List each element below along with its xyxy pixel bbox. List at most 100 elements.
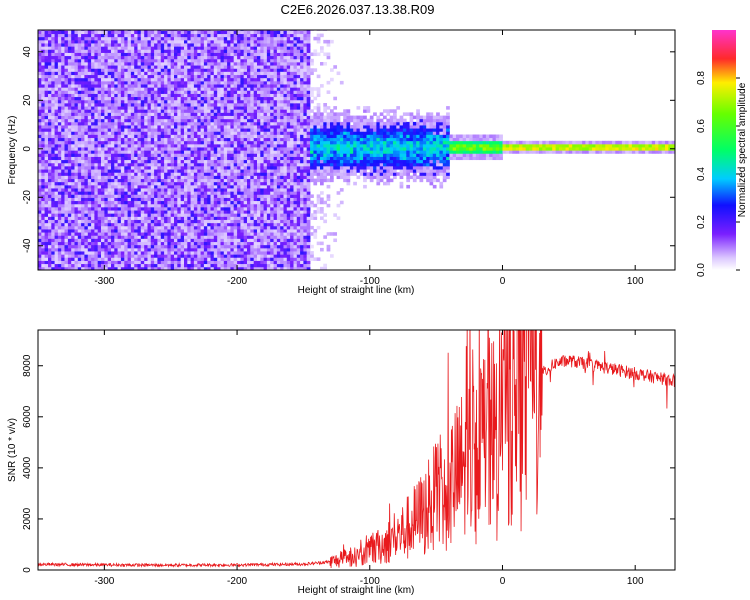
spectrogram-cell (217, 219, 221, 224)
spectrogram-cell (197, 33, 202, 38)
spectrogram-cell (130, 200, 135, 205)
spectrogram-cell (54, 68, 59, 72)
spectrogram-cell (124, 68, 129, 72)
spectrogram-cell (207, 257, 211, 261)
spectrogram-cell (200, 197, 205, 202)
spectrogram-cell (223, 188, 228, 192)
spectrogram-cell (91, 251, 95, 255)
spectrogram-cell (177, 266, 182, 270)
spectrogram-cell (233, 134, 238, 139)
spectrogram-cell (111, 65, 115, 69)
spectrogram-cell (97, 172, 102, 176)
spectrogram-cell (71, 169, 75, 173)
spectrogram-cell (111, 74, 115, 79)
spectrogram-cell (223, 244, 228, 249)
spectrogram-cell (170, 134, 175, 139)
spectrogram-cell (101, 241, 105, 246)
spectrogram-cell (101, 169, 105, 173)
spectrogram-cell (144, 188, 148, 192)
spectrogram-cell (240, 266, 245, 270)
spectrogram-cell (114, 235, 119, 239)
spectrogram-cell (134, 128, 138, 132)
spectrogram-cell (51, 55, 56, 60)
spectrogram-cell (174, 207, 178, 211)
spectrogram-cell (124, 30, 129, 35)
spectrogram-cell (144, 65, 148, 69)
spectrogram-cell (223, 109, 228, 113)
spectrogram-cell (237, 103, 241, 107)
spectrogram-cell (94, 232, 99, 236)
spectrogram-cell (213, 219, 218, 224)
spectrogram-cell (144, 244, 148, 249)
spectrogram-cell (200, 49, 205, 53)
spectrogram-cell (250, 74, 255, 79)
spectrogram-cell (97, 36, 102, 41)
spectrogram-cell (184, 140, 188, 145)
spectrogram-cell (101, 216, 105, 220)
spectrogram-cell (144, 90, 148, 94)
spectrogram-cell (54, 232, 59, 236)
spectrogram-cell (137, 46, 142, 50)
spectrogram-cell (81, 128, 85, 132)
spectrogram-cell (114, 175, 119, 180)
spectrogram-cell (124, 235, 129, 239)
spectrogram-cell (127, 62, 132, 66)
spectrogram-cell (230, 109, 235, 113)
spectrogram-cell (197, 106, 202, 110)
spectrogram-cell (48, 62, 52, 66)
spectrogram-cell (207, 247, 211, 252)
spectrogram-cell (134, 197, 138, 202)
spectrogram-cell (120, 153, 125, 157)
spectrogram-cell (134, 106, 138, 110)
spectrogram-cell (114, 200, 119, 205)
spectrogram-cell (44, 229, 49, 233)
spectrogram-cell (91, 62, 95, 66)
spectrogram-cell (213, 260, 218, 265)
spectrogram-cell (203, 58, 208, 63)
spectrogram-cell (203, 93, 208, 98)
spectrogram-cell (150, 62, 155, 66)
spectrogram-cell (91, 238, 95, 243)
spectrogram-cell (44, 115, 49, 120)
spectrogram-cell (101, 235, 105, 239)
spectrogram-cell (237, 247, 241, 252)
spectrogram-cell (54, 121, 59, 126)
spectrogram-cell (200, 150, 205, 154)
spectrogram-cell (64, 103, 69, 107)
spectrogram-cell (164, 162, 168, 167)
spectrogram-cell (193, 112, 198, 116)
spectrogram-cell (147, 219, 152, 224)
spectrogram-cell (180, 194, 185, 198)
spectrogram-cell (97, 65, 102, 69)
spectrogram-cell (111, 181, 115, 186)
spectrogram-cell (223, 96, 228, 101)
spectrogram-cell (104, 166, 109, 170)
spectrogram-cell (44, 159, 49, 164)
spectrogram-cell (164, 62, 168, 66)
spectrogram-cell (210, 266, 215, 270)
spectrogram-cell (174, 197, 178, 202)
spectrogram-cell (193, 55, 198, 60)
spectrogram-cell (137, 156, 142, 161)
spectrogram-cell (38, 80, 42, 85)
spectrogram-cell (71, 55, 75, 60)
spectrogram-cell (157, 143, 162, 148)
spectrogram-cell (150, 232, 155, 236)
spectrogram-cell (200, 257, 205, 261)
spectrogram-cell (243, 213, 248, 217)
spectrogram-cell (180, 188, 185, 192)
spectrogram-cell (217, 55, 221, 60)
spectrogram-cell (94, 137, 99, 142)
spectrogram-cell (38, 137, 42, 142)
spectrogram-cell (213, 232, 218, 236)
spectrogram-cell (247, 181, 251, 186)
spectrogram-cell (203, 229, 208, 233)
spectrogram-cell (87, 162, 92, 167)
spectrogram-cell (111, 137, 115, 142)
spectrogram-cell (174, 251, 178, 255)
spectrogram-cell (48, 266, 52, 270)
spectrogram-cell (200, 172, 205, 176)
spectrogram-cell (157, 58, 162, 63)
spectrogram-cell (74, 263, 79, 268)
spectrogram-cell (207, 219, 211, 224)
